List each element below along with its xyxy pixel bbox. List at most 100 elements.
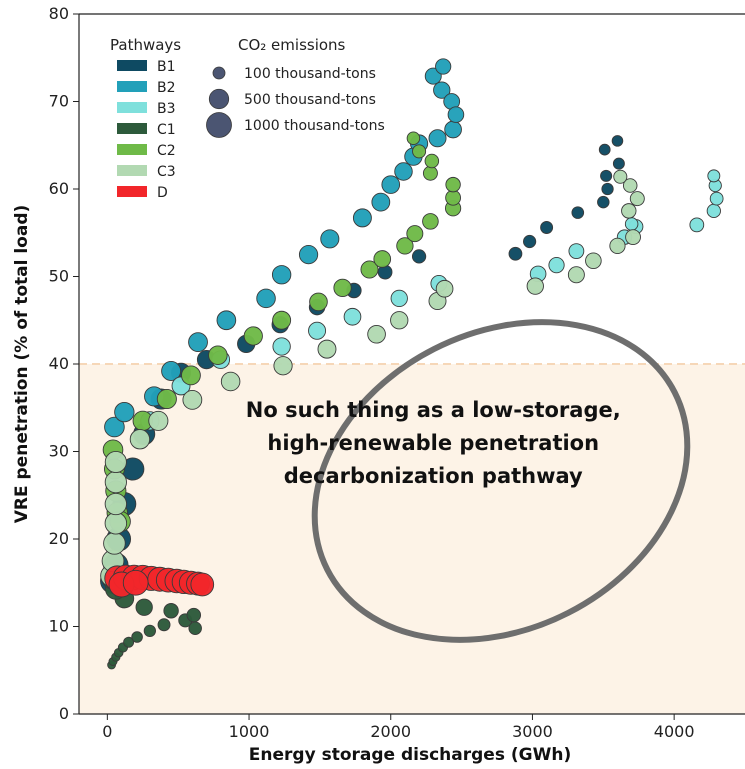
- legend-swatch-C2: [117, 144, 147, 155]
- legend-pathways-title: Pathways: [110, 36, 181, 54]
- x-tick-label: 3000: [512, 722, 553, 741]
- y-tick-label: 20: [49, 529, 69, 548]
- annotation-line: No such thing as a low-storage,: [246, 398, 621, 422]
- point-C3-17: [526, 277, 544, 295]
- point-B1-16: [523, 234, 537, 249]
- point-C1-7: [143, 624, 156, 638]
- point-B1-19: [597, 195, 610, 209]
- point-B1-17: [540, 221, 554, 234]
- point-B3-3: [272, 337, 291, 356]
- point-B3-4: [308, 321, 327, 340]
- point-B2-1: [114, 401, 135, 423]
- y-tick-label: 80: [49, 4, 69, 23]
- point-C2-24: [406, 131, 421, 145]
- point-B2-5: [216, 310, 237, 331]
- point-B3-15: [709, 191, 724, 206]
- point-C1-12: [163, 603, 179, 619]
- legend-label-D: D: [157, 185, 168, 201]
- legend-size-marker: [208, 88, 230, 110]
- point-B3-10: [568, 243, 585, 260]
- low-vre-region: [79, 364, 745, 714]
- point-C3-20: [609, 237, 626, 254]
- point-B3-14: [706, 203, 721, 219]
- point-B3-16: [624, 217, 639, 231]
- y-tick-label: 40: [49, 354, 69, 373]
- point-B1-24: [611, 135, 624, 147]
- y-tick-label: 70: [49, 92, 69, 111]
- point-B2-9: [320, 229, 340, 249]
- legend-swatch-C3: [117, 165, 147, 176]
- point-C2-20: [445, 176, 461, 193]
- point-B2-0: [104, 416, 125, 438]
- point-C1-8: [157, 618, 171, 632]
- legend-label-C3: C3: [157, 164, 176, 180]
- y-tick-label: 60: [49, 179, 69, 198]
- legend-size-label: 500 thousand-tons: [244, 92, 376, 108]
- y-tick-label: 50: [49, 267, 69, 286]
- point-C2-6: [156, 388, 177, 410]
- y-tick-label: 0: [59, 704, 69, 723]
- point-C3-18: [567, 266, 585, 284]
- point-B2-21: [447, 106, 465, 123]
- y-axis-label: VRE penetration (% of total load): [12, 205, 32, 524]
- point-C2-10: [272, 310, 292, 330]
- point-C3-3: [104, 512, 128, 535]
- point-C3-19: [585, 252, 602, 270]
- point-B2-13: [394, 162, 413, 181]
- point-D-11: [190, 572, 215, 597]
- point-C2-8: [208, 345, 228, 366]
- point-D-13: [122, 569, 149, 596]
- legend-swatch-B3: [117, 102, 147, 113]
- point-C3-8: [148, 410, 169, 431]
- point-C3-7: [129, 429, 151, 450]
- point-B1-20: [601, 182, 614, 196]
- point-C2-12: [333, 278, 352, 298]
- point-C3-9: [182, 389, 203, 410]
- legend-size-label: 1000 thousand-tons: [244, 118, 385, 134]
- legend-swatch-B1: [117, 60, 147, 71]
- point-B2-19: [424, 67, 442, 85]
- point-B2-11: [371, 192, 391, 212]
- legend-size-marker: [206, 112, 232, 138]
- point-B2-17: [444, 120, 462, 139]
- point-C3-11: [273, 356, 293, 376]
- legend-label-B2: B2: [157, 80, 176, 96]
- point-C2-17: [422, 213, 439, 230]
- point-B2-16: [428, 129, 447, 148]
- point-B2-10: [352, 208, 372, 228]
- legend-swatch-C1: [117, 123, 147, 134]
- point-B2-7: [271, 265, 292, 285]
- point-C2-14: [373, 250, 392, 268]
- series-D: [104, 564, 215, 598]
- point-C3-14: [390, 311, 409, 330]
- point-B3-5: [343, 307, 362, 326]
- point-B2-12: [381, 175, 401, 194]
- point-C2-21: [422, 165, 438, 181]
- point-C3-13: [367, 324, 386, 344]
- point-B2-3: [161, 361, 182, 381]
- point-C3-10: [220, 371, 241, 392]
- legend-swatch-D: [117, 186, 147, 197]
- annotation-line: high-renewable penetration: [267, 431, 599, 455]
- point-C3-2: [103, 532, 126, 555]
- point-B1-22: [612, 157, 625, 170]
- annotation-line: decarbonization pathway: [284, 464, 583, 488]
- point-C3-21: [625, 229, 641, 246]
- point-C2-13: [360, 260, 379, 279]
- legend-label-C1: C1: [157, 122, 176, 138]
- y-tick-label: 10: [49, 617, 69, 636]
- point-C2-23: [412, 144, 427, 159]
- point-C3-5: [104, 471, 127, 494]
- legend-label-C2: C2: [157, 143, 176, 159]
- y-tick-label: 30: [49, 442, 69, 461]
- x-tick-label: 0: [102, 722, 112, 741]
- legend-size-label: 100 thousand-tons: [244, 66, 376, 82]
- point-B3-18: [707, 169, 721, 183]
- point-C1-13: [135, 598, 153, 616]
- point-C3-25: [613, 169, 628, 184]
- point-C2-7: [181, 365, 201, 386]
- legend-size-title: CO₂ emissions: [238, 36, 346, 54]
- point-C1-10: [186, 607, 202, 623]
